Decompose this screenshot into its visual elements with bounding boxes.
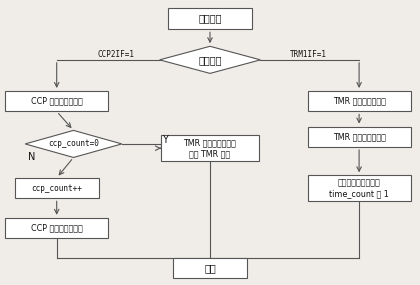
FancyBboxPatch shape bbox=[5, 218, 108, 238]
Text: 定时器中断计数变量
time_count 加 1: 定时器中断计数变量 time_count 加 1 bbox=[329, 178, 389, 198]
Text: CCP 中断标志位清零: CCP 中断标志位清零 bbox=[31, 223, 83, 233]
FancyBboxPatch shape bbox=[307, 127, 410, 147]
Text: N: N bbox=[28, 152, 35, 162]
Text: ccp_count++: ccp_count++ bbox=[31, 184, 82, 193]
FancyBboxPatch shape bbox=[15, 178, 99, 198]
FancyBboxPatch shape bbox=[307, 175, 410, 201]
Text: CCP 中断标志位清零: CCP 中断标志位清零 bbox=[31, 97, 83, 106]
Text: TMR 数据寄存器清零: TMR 数据寄存器清零 bbox=[333, 132, 386, 141]
Text: ccp_count=0: ccp_count=0 bbox=[48, 139, 99, 148]
FancyBboxPatch shape bbox=[307, 91, 410, 111]
Text: Y: Y bbox=[162, 135, 168, 145]
Text: TMR 中断标志位清零: TMR 中断标志位清零 bbox=[333, 97, 386, 106]
Text: TMR 数据寄存器清零
允许 TMR 中断: TMR 数据寄存器清零 允许 TMR 中断 bbox=[184, 138, 236, 158]
Polygon shape bbox=[25, 131, 122, 157]
Text: CCP2IF=1: CCP2IF=1 bbox=[97, 50, 134, 59]
FancyBboxPatch shape bbox=[5, 91, 108, 111]
FancyBboxPatch shape bbox=[173, 258, 247, 278]
FancyBboxPatch shape bbox=[161, 135, 259, 161]
Text: 中断程序: 中断程序 bbox=[198, 13, 222, 24]
FancyBboxPatch shape bbox=[168, 8, 252, 29]
Polygon shape bbox=[160, 46, 260, 73]
Text: 结束: 结束 bbox=[204, 263, 216, 273]
Text: TRM1IF=1: TRM1IF=1 bbox=[290, 50, 327, 59]
Text: 中断类型: 中断类型 bbox=[198, 55, 222, 65]
